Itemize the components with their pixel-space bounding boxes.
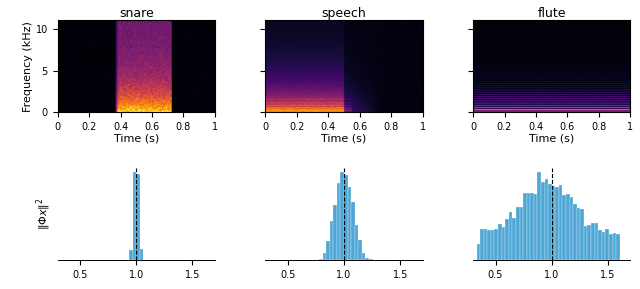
Bar [498,224,502,260]
Bar [495,229,498,260]
Bar [527,193,531,260]
Bar [129,250,132,260]
Bar [523,193,527,260]
Bar [319,259,323,260]
Bar [548,184,552,260]
Y-axis label: Frequency (kHz): Frequency (kHz) [23,21,33,112]
Bar [602,232,605,260]
Bar [358,240,362,260]
Title: snare: snare [119,7,154,20]
Bar [577,208,580,260]
Bar [344,175,348,260]
Bar [598,230,602,260]
Bar [487,230,491,260]
Bar [584,226,588,260]
Bar [609,234,612,260]
Bar [477,244,480,260]
Bar [491,230,495,260]
Bar [365,257,369,260]
Bar [570,197,573,260]
Bar [323,253,326,260]
Bar [509,212,513,260]
Bar [330,221,333,260]
Bar [580,209,584,260]
Bar [326,241,330,260]
Bar [545,179,548,260]
Bar [132,172,136,260]
Bar [348,187,351,260]
X-axis label: Time (s): Time (s) [114,134,159,144]
Bar [480,229,484,260]
Bar [340,172,344,260]
Bar [136,175,140,260]
Bar [556,187,559,260]
Bar [484,229,487,260]
Bar [351,202,355,260]
X-axis label: Time (s): Time (s) [529,134,574,144]
Bar [362,253,365,260]
Bar [552,186,556,260]
Bar [333,205,337,260]
Bar [566,194,570,260]
Bar [140,249,143,260]
Bar [559,185,563,260]
Bar [538,172,541,260]
Bar [591,223,595,260]
Bar [573,204,577,260]
Bar [605,229,609,260]
Bar [595,223,598,260]
Title: flute: flute [538,7,566,20]
Bar [612,233,616,260]
Bar [337,184,340,260]
Bar [588,225,591,260]
Bar [505,219,509,260]
Bar [516,207,520,260]
X-axis label: Time (s): Time (s) [321,134,367,144]
Bar [534,194,538,260]
Bar [520,207,523,260]
Bar [355,225,358,260]
Bar [616,234,620,260]
Y-axis label: $\|\Phi x\|^2$: $\|\Phi x\|^2$ [35,198,53,230]
Title: speech: speech [322,7,366,20]
Bar [502,227,505,260]
Bar [513,218,516,260]
Bar [541,182,545,260]
Bar [563,195,566,260]
Bar [531,193,534,260]
